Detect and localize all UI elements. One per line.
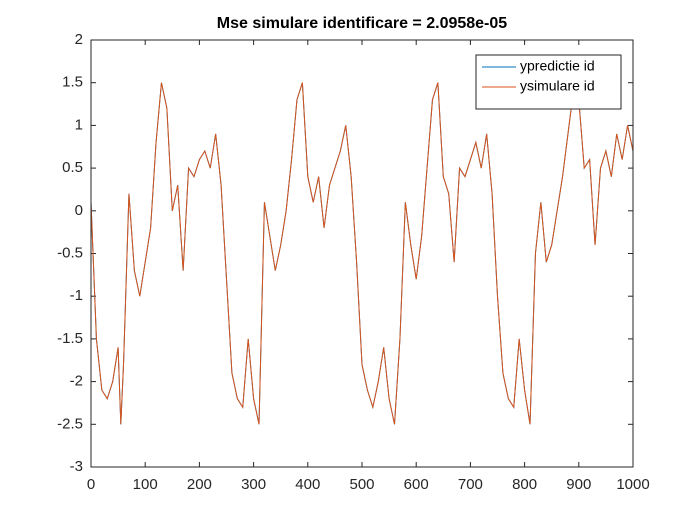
x-tick-label: 300: [241, 476, 266, 493]
x-tick-label: 900: [566, 476, 591, 493]
x-tick-label: 700: [458, 476, 483, 493]
y-tick-label: 0: [75, 202, 83, 219]
y-tick-label: -2: [70, 373, 83, 390]
y-tick-label: 0.5: [62, 159, 83, 176]
x-tick-label: 600: [404, 476, 429, 493]
x-tick-label: 0: [87, 476, 95, 493]
y-tick-label: 2: [75, 31, 83, 48]
x-tick-label: 200: [187, 476, 212, 493]
legend-label: ysimulare id: [520, 78, 595, 94]
y-tick-label: -1.5: [57, 330, 83, 347]
plot-area: [91, 40, 633, 467]
axes-box: [90, 39, 634, 468]
y-tick-label: 1: [75, 116, 83, 133]
x-tick-label: 400: [295, 476, 320, 493]
y-tick-label: -3: [70, 458, 83, 475]
x-tick-label: 100: [133, 476, 158, 493]
y-tick-label: -0.5: [57, 244, 83, 261]
x-tick-label: 1000: [616, 476, 649, 493]
legend-box: [475, 54, 622, 110]
y-tick-label: -1: [70, 287, 83, 304]
chart-title: Mse simulare identificare = 2.0958e-05: [217, 15, 507, 32]
legend-label: ypredictie id: [520, 58, 595, 74]
x-tick-label: 800: [512, 476, 537, 493]
y-tick-label: -2.5: [57, 415, 83, 432]
y-tick-label: 1.5: [62, 74, 83, 91]
data-line: [90, 82, 634, 425]
x-tick-label: 500: [349, 476, 374, 493]
